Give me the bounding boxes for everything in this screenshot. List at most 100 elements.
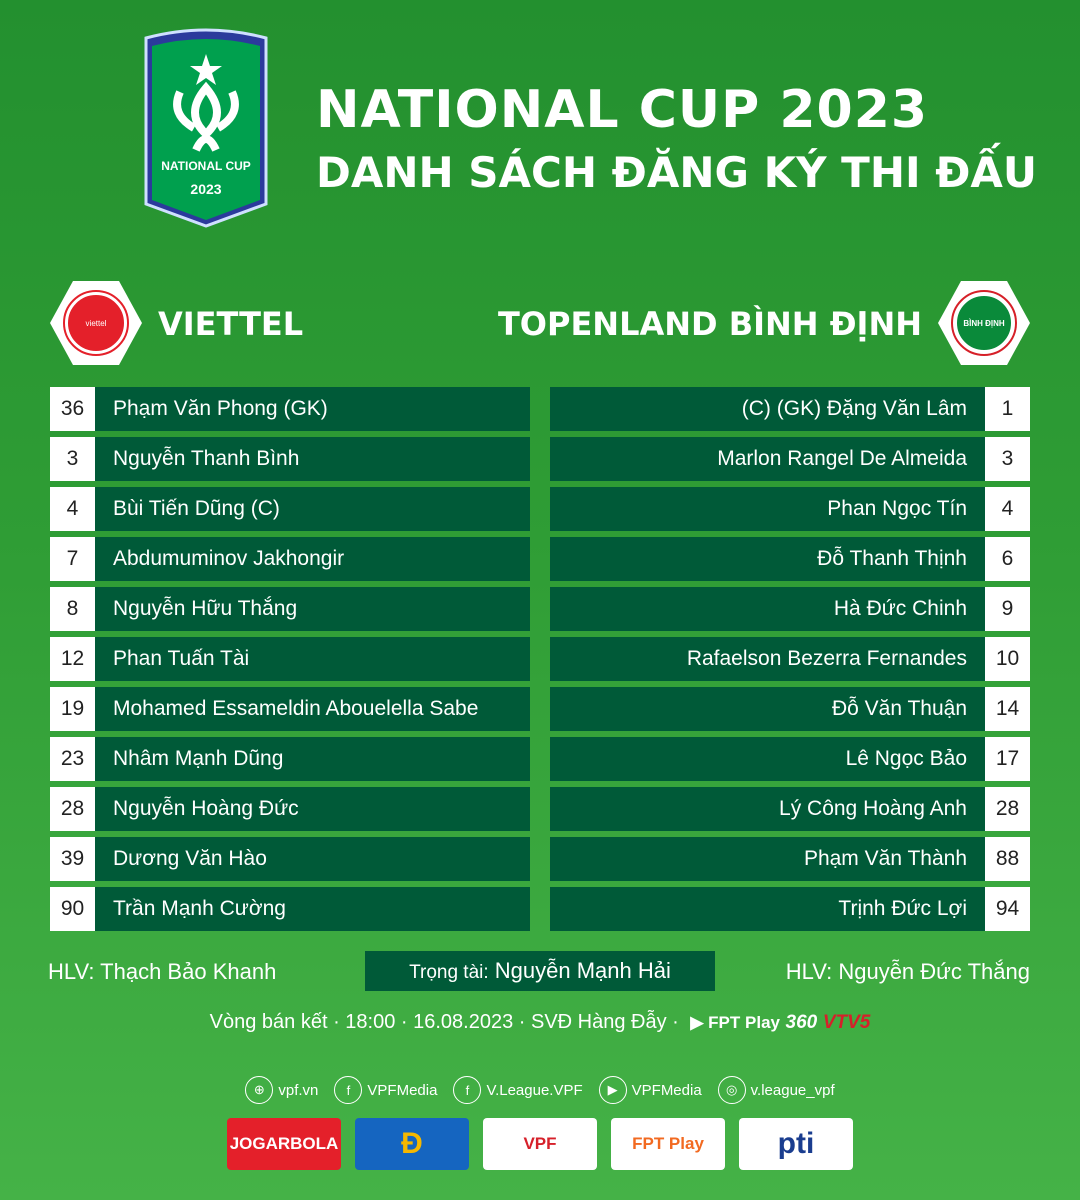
player-number: 19 [50, 687, 95, 731]
player-name: Nguyễn Hoàng Đức [95, 787, 530, 831]
social-link[interactable]: f V.League.VPF [453, 1076, 583, 1104]
player-number: 4 [50, 487, 95, 531]
viettel-logo: viettel [50, 281, 142, 365]
referee-box: Trọng tài: Nguyễn Mạnh Hải [365, 951, 715, 991]
player-row: Đỗ Thanh Thịnh 6 [550, 537, 1030, 581]
player-number: 10 [985, 637, 1030, 681]
player-row: Rafaelson Bezerra Fernandes 10 [550, 637, 1030, 681]
player-name: Phan Tuấn Tài [95, 637, 530, 681]
away-coach: HLV: Nguyễn Đức Thắng [785, 959, 1030, 984]
player-row: 39 Dương Văn Hào [50, 837, 530, 881]
player-number: 90 [50, 887, 95, 931]
player-number: 9 [985, 587, 1030, 631]
social-links: ⊕ vpf.vn f VPFMedia f V.League.VPF ▶ VPFMedia ◎ v… [0, 1076, 1080, 1104]
referee-label: Trọng tài: [409, 962, 489, 983]
player-name: Rafaelson Bezerra Fernandes [550, 637, 985, 681]
social-link[interactable]: ▶ VPFMedia [598, 1076, 702, 1104]
social-handle: V.League.VPF [486, 1081, 583, 1099]
away-team-name: TOPENLAND BÌNH ĐỊNH [497, 305, 922, 343]
player-number: 1 [985, 387, 1030, 431]
player-number: 4 [985, 487, 1030, 531]
social-link[interactable]: ◎ v.league_vpf [717, 1076, 835, 1104]
home-coach: HLV: Thạch Bảo Khanh [48, 959, 277, 984]
match-info: Vòng bán kết · 18:00 · 16.08.2023 · SVĐ … [0, 1008, 1080, 1037]
player-row: Đỗ Văn Thuận 14 [550, 687, 1030, 731]
player-name: Abdumuminov Jakhongir [95, 537, 530, 581]
player-row: Lý Công Hoàng Anh 28 [550, 787, 1030, 831]
player-row: 28 Nguyễn Hoàng Đức [50, 787, 530, 831]
player-number: 36 [50, 387, 95, 431]
player-name: Hà Đức Chinh [550, 587, 985, 631]
player-name: Trần Mạnh Cường [95, 887, 530, 931]
player-row: 7 Abdumuminov Jakhongir [50, 537, 530, 581]
player-row: (C) (GK) Đặng Văn Lâm 1 [550, 387, 1030, 431]
player-name: Dương Văn Hào [95, 837, 530, 881]
player-name: Mohamed Essameldin Abouelella Sabe [95, 687, 530, 731]
player-name: Đỗ Thanh Thịnh [550, 537, 985, 581]
fpt-play-broadcaster: ▶ FPT Play [690, 1013, 780, 1032]
player-number: 28 [50, 787, 95, 831]
national-cup-badge: NATIONAL CUP 2023 [140, 28, 272, 228]
player-row: Lê Ngọc Bảo 17 [550, 737, 1030, 781]
player-number: 7 [50, 537, 95, 581]
social-link[interactable]: ⊕ vpf.vn [245, 1076, 318, 1104]
facebook-icon: f [334, 1076, 363, 1104]
player-row: Phạm Văn Thành 88 [550, 837, 1030, 881]
player-name: (C) (GK) Đặng Văn Lâm [550, 387, 985, 431]
player-row: 90 Trần Mạnh Cường [50, 887, 530, 931]
player-name: Nguyễn Thanh Bình [95, 437, 530, 481]
player-number: 3 [985, 437, 1030, 481]
badge-text-year: 2023 [190, 181, 221, 197]
player-name: Lê Ngọc Bảo [550, 737, 985, 781]
badge-text-name: NATIONAL CUP [161, 159, 251, 173]
home-team-name: VIETTEL [158, 305, 304, 343]
player-name: Bùi Tiến Dũng (C) [95, 487, 530, 531]
player-row: 12 Phan Tuấn Tài [50, 637, 530, 681]
player-number: 23 [50, 737, 95, 781]
instagram-icon: ◎ [717, 1076, 746, 1104]
player-row: 19 Mohamed Essameldin Abouelella Sabe [50, 687, 530, 731]
player-row: 4 Bùi Tiến Dũng (C) [50, 487, 530, 531]
sponsor-logo: VPF [483, 1118, 597, 1170]
player-name: Đỗ Văn Thuận [550, 687, 985, 731]
player-number: 3 [50, 437, 95, 481]
social-handle: v.league_vpf [750, 1081, 835, 1099]
player-row: 8 Nguyễn Hữu Thắng [50, 587, 530, 631]
player-name: Phan Ngọc Tín [550, 487, 985, 531]
player-number: 94 [985, 887, 1030, 931]
binh-dinh-logo-text: BÌNH ĐỊNH [951, 290, 1017, 356]
social-handle: vpf.vn [278, 1081, 319, 1099]
player-row: 36 Phạm Văn Phong (GK) [50, 387, 530, 431]
player-number: 14 [985, 687, 1030, 731]
player-number: 28 [985, 787, 1030, 831]
referee-name: Nguyễn Mạnh Hải [494, 958, 671, 983]
vtv5-logo: VTV5 [822, 1012, 871, 1033]
fpt-play-label: FPT Play [708, 1013, 780, 1032]
player-row: Phan Ngọc Tín 4 [550, 487, 1030, 531]
social-link[interactable]: f VPFMedia [334, 1076, 437, 1104]
page-subtitle: DANH SÁCH ĐĂNG KÝ THI ĐẤU [316, 148, 1038, 197]
player-row: Trịnh Đức Lợi 94 [550, 887, 1030, 931]
player-name: Nhâm Mạnh Dũng [95, 737, 530, 781]
player-row: 23 Nhâm Mạnh Dũng [50, 737, 530, 781]
social-handle: VPFMedia [367, 1081, 438, 1099]
match-details: Vòng bán kết · 18:00 · 16.08.2023 · SVĐ … [209, 1011, 679, 1033]
sponsor-logo: FPT Play [611, 1118, 725, 1170]
player-number: 6 [985, 537, 1030, 581]
player-number: 8 [50, 587, 95, 631]
player-name: Lý Công Hoàng Anh [550, 787, 985, 831]
social-handle: VPFMedia [631, 1081, 702, 1099]
youtube-icon: ▶ [598, 1076, 627, 1104]
binh-dinh-logo: BÌNH ĐỊNH [938, 281, 1030, 365]
page-title: NATIONAL CUP 2023 [316, 80, 929, 140]
player-row: 3 Nguyễn Thanh Bình [50, 437, 530, 481]
player-row: Hà Đức Chinh 9 [550, 587, 1030, 631]
sponsor-logo: JOGARBOLA [227, 1118, 341, 1170]
player-number: 17 [985, 737, 1030, 781]
player-name: Marlon Rangel De Almeida [550, 437, 985, 481]
player-number: 39 [50, 837, 95, 881]
facebook-icon: f [453, 1076, 482, 1104]
player-name: Phạm Văn Phong (GK) [95, 387, 530, 431]
player-name: Trịnh Đức Lợi [550, 887, 985, 931]
player-number: 88 [985, 837, 1030, 881]
